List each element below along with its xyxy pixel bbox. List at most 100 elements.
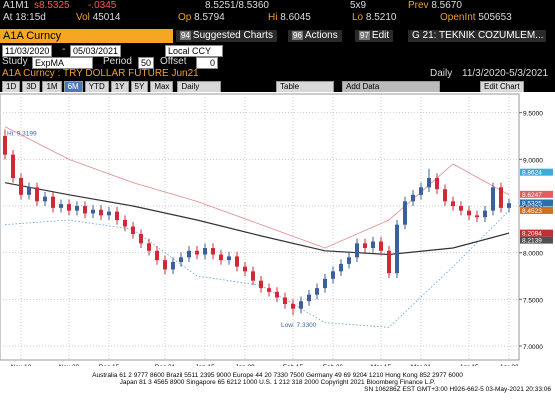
candle-body [403,201,407,225]
candle-body [387,250,391,274]
period[interactable]: 50 [138,57,155,69]
value: 8.6045 [280,12,311,23]
candle-body [91,209,95,214]
candle-body [371,241,375,248]
candle-body [299,301,303,309]
candle-body [35,187,39,202]
chart-title: A1A Curncy : TRY DOLLAR FUTURE Jun21 [2,68,199,79]
candle-body [107,211,111,216]
label: Lo [352,12,364,23]
candle-body [195,250,199,255]
end-date[interactable]: 05/03/2021 [70,45,122,57]
menu-key: 94 [180,31,191,40]
candle-body [507,203,511,208]
candle-body [179,257,183,262]
candle-body [483,210,487,218]
candle-body [59,204,63,208]
period-button[interactable]: Max [150,81,174,93]
candle-body [3,136,7,155]
candle-body [475,215,479,218]
candle-body [147,243,151,251]
candle-body [99,209,103,216]
security-field[interactable]: A1A Curncy [0,29,173,43]
candle-body [379,241,383,251]
candle-body [227,256,231,261]
candle-body [427,178,431,188]
annotation: Low: 7.3300 [281,322,317,329]
label: Prev [408,0,429,11]
candle-body [163,260,167,270]
page-title: G 21: TEKNIK COZUMLEM... [408,30,546,42]
date-range: 11/3/2020-5/3/2021 [462,68,549,79]
offset[interactable]: 0 [196,57,218,69]
end-value-box [520,206,553,214]
menu-1[interactable]: 96 Actions [288,30,342,42]
start-date[interactable]: 11/03/2020 [2,45,53,57]
ticker: A1M1 [3,0,29,12]
candle-body [347,257,351,264]
last-price: s8.5325 [34,0,70,11]
candle-body [467,210,471,216]
footer-line: Japan 81 3 4565 8900 Singapore 65 6212 1… [119,379,436,386]
candle-body [363,243,367,248]
end-value-box [520,168,553,176]
candle-body [499,187,503,208]
plot-area [0,93,520,361]
label: Hi [268,12,278,23]
candle-body [275,291,279,298]
ticker-text: A1M1 [3,0,30,11]
label: Vol [76,12,90,23]
y-tick-label: 9.0000 [523,157,543,164]
indicator-line [4,182,510,256]
menu-key: 96 [292,31,303,40]
end-value-label: 8.6247 [522,192,542,199]
open-interest: OpenInt 505653 [440,12,512,24]
candle-body [27,187,31,195]
candle-body [187,250,191,258]
end-value-label: 8.5325 [522,200,542,207]
high: Hi 8.6045 [268,12,311,24]
candle-body [395,224,399,274]
y-tick-label: 8.0000 [523,251,543,258]
menu-0[interactable]: 94 Suggested Charts [176,30,277,42]
candle-body [459,206,463,211]
study-name[interactable]: ExpMA [32,57,93,69]
candle-body [339,263,343,272]
period-button[interactable]: 1M [42,81,62,93]
frequency: Daily [430,68,453,79]
y-tick-label: 9.5000 [523,111,543,118]
candle-body [443,189,447,202]
value: 8.5670 [431,0,462,11]
currency[interactable]: Local CCY [165,45,223,57]
candle-body [11,154,15,178]
footer: Australia 61 2 9777 8600 Brazil 5511 239… [0,366,555,400]
candle-body [323,278,327,289]
menu-2[interactable]: 97 Edit [355,30,394,42]
candle-body [243,266,247,272]
candle-body [251,271,255,281]
study-label: Study [2,56,28,67]
vol: Vol 45014 [76,12,121,24]
candle-body [355,243,359,258]
candle-body [211,248,215,255]
label: OpenInt [440,12,476,23]
end-value-label: 8.8624 [522,170,542,177]
size: 5x9 [350,0,367,11]
menu-key: 97 [359,31,370,40]
offset-label: Offset [160,56,187,67]
label: Op [178,12,192,23]
candle-body [315,288,319,295]
chart: 9.50009.00008.50008.00007.50007.0000Nov … [0,92,555,374]
candle-body [283,297,287,304]
candle-body [491,187,495,211]
candle-body [307,294,311,302]
candle-body [435,178,439,190]
footer-line: SN 106286Z EST GMT+3:00 H926-662-5 03-Ma… [364,386,551,393]
candle-body [139,234,143,244]
end-value-box [520,236,553,244]
candle-body [155,250,159,261]
bid-ask: 8.5251/8.5360 [205,0,269,11]
candle-body [267,288,271,292]
footer-line: Australia 61 2 9777 8600 Brazil 5511 239… [92,372,463,379]
